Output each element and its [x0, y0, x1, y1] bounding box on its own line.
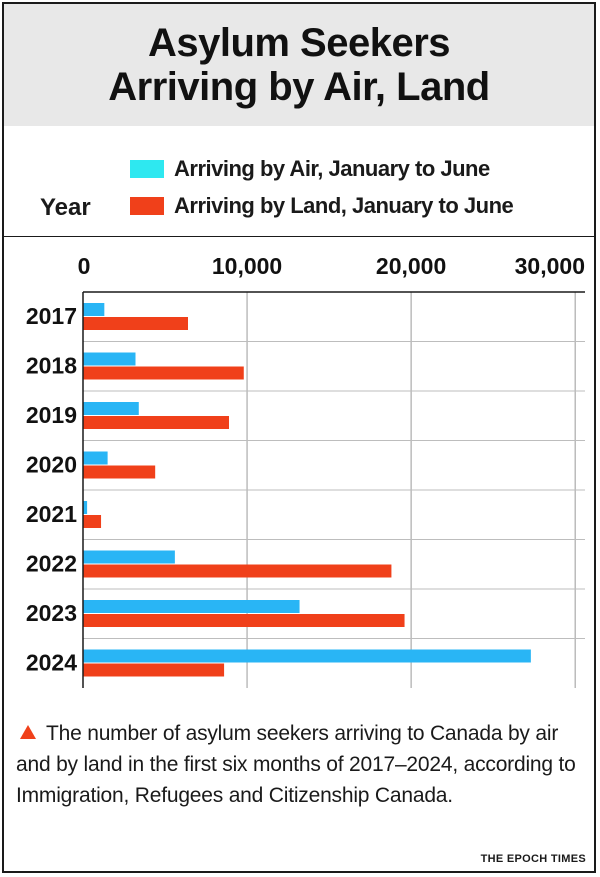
- y-tick-label-2020: 2020: [26, 452, 77, 478]
- bar-air-2017: [83, 303, 105, 316]
- bar-air-2018: [83, 352, 136, 366]
- bar-land-2017: [83, 317, 188, 330]
- y-tick-label-2024: 2024: [26, 650, 77, 676]
- x-tick-label-0: 0: [78, 253, 91, 279]
- bar-land-2024: [83, 663, 225, 677]
- bar-land-2019: [83, 416, 230, 429]
- legend-swatch-land: [130, 197, 164, 215]
- chart-header: Asylum Seekers Arriving by Air, Land: [4, 4, 594, 126]
- legend-item-air: Arriving by Air, January to June: [130, 156, 490, 182]
- bar-air-2023: [83, 600, 300, 613]
- legend-label-air: Arriving by Air, January to June: [174, 156, 490, 181]
- bar-air-2021: [83, 501, 88, 514]
- bar-land-2020: [83, 465, 156, 479]
- x-tick-label-3: 30,000: [515, 253, 585, 279]
- bar-air-2022: [83, 550, 175, 564]
- chart-title-line-1: Asylum Seekers: [147, 21, 451, 65]
- bar-land-2018: [83, 366, 244, 380]
- triangle-bullet-icon: [20, 725, 36, 739]
- chart-title-line-2: Arriving by Air, Land: [108, 65, 490, 109]
- bar-land-2023: [83, 614, 405, 627]
- y-tick-label-2018: 2018: [26, 353, 77, 379]
- x-tick-label-2: 20,000: [376, 253, 446, 279]
- legend: Arriving by Air, January to June Arrivin…: [4, 126, 594, 237]
- bar-land-2021: [83, 515, 102, 528]
- year-axis-label: Year: [40, 194, 91, 221]
- bar-air-2020: [83, 451, 108, 465]
- legend-item-land: Arriving by Land, January to June: [130, 193, 514, 219]
- y-tick-label-2019: 2019: [26, 402, 77, 428]
- y-tick-label-2023: 2023: [26, 600, 77, 626]
- bar-land-2022: [83, 564, 392, 578]
- footnote-text: The number of asylum seekers arriving to…: [16, 722, 576, 807]
- x-tick-label-1: 10,000: [212, 253, 282, 279]
- legend-swatch-air: [130, 160, 164, 178]
- bar-chart: 2017 2018 2019 2020 2021 2022 2023 2024 0 10,000 2…: [26, 253, 585, 688]
- bar-air-2024: [83, 649, 531, 663]
- y-tick-label-2022: 2022: [26, 551, 77, 577]
- footnote: The number of asylum seekers arriving to…: [16, 718, 588, 811]
- bar-air-2019: [83, 402, 139, 415]
- y-tick-label-2021: 2021: [26, 501, 77, 527]
- y-tick-label-2017: 2017: [26, 303, 77, 329]
- legend-label-land: Arriving by Land, January to June: [174, 193, 514, 218]
- publisher-credit: THE EPOCH TIMES: [480, 853, 586, 865]
